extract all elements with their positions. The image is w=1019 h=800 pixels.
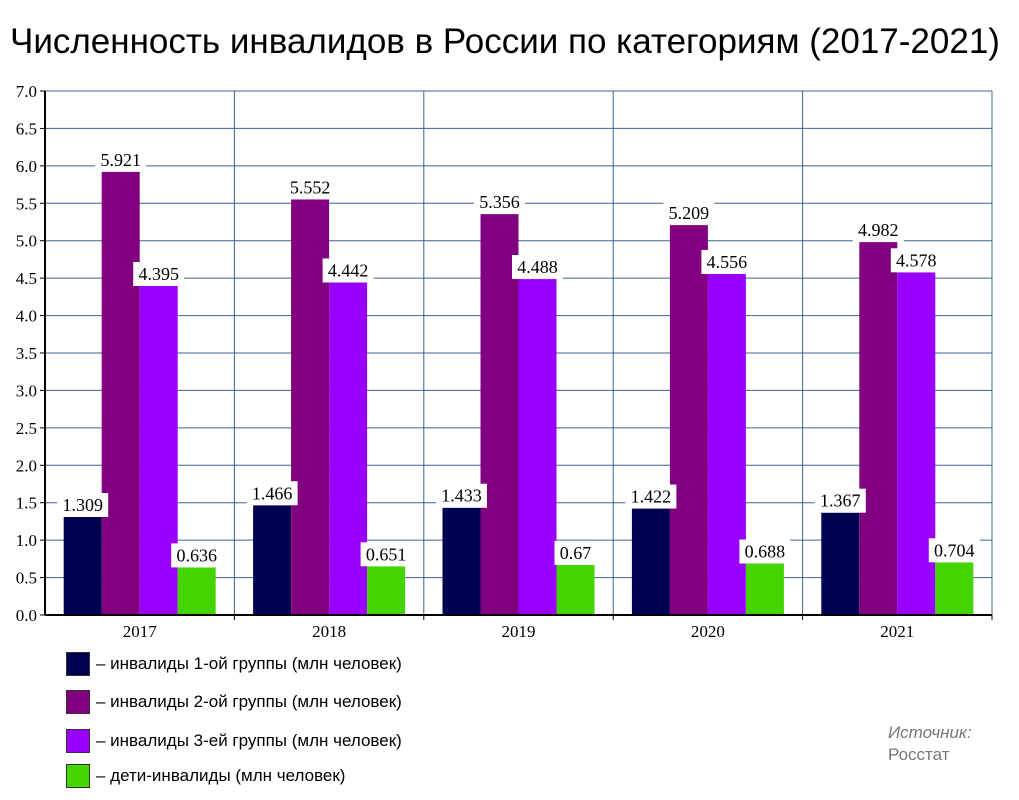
y-tick-label: 1.0 [16, 531, 37, 550]
data-label: 5.552 [290, 177, 331, 197]
data-label: 5.209 [669, 203, 710, 223]
y-tick-label: 1.5 [16, 494, 37, 513]
bar [177, 567, 216, 615]
y-tick-label: 3.5 [16, 344, 37, 363]
y-tick-label: 5.5 [16, 194, 37, 213]
bar [63, 517, 102, 615]
legend-label: – инвалиды 3-ей группы (млн человек) [96, 731, 402, 750]
chart-title: Численность инвалидов в России по катего… [10, 22, 1000, 61]
data-label-bg [852, 218, 904, 243]
data-label-bg [95, 147, 147, 172]
bar [101, 171, 140, 615]
legend-item: – инвалиды 2-ой группы (млн человек) [66, 690, 402, 714]
data-label: 0.688 [745, 541, 786, 561]
data-label: 0.651 [366, 544, 407, 564]
data-label: 5.921 [100, 150, 141, 170]
data-label: 4.442 [328, 260, 369, 280]
legend-item: – дети-инвалиды (млн человек) [66, 764, 345, 788]
data-label-bg [554, 540, 597, 565]
x-tick-label: 2017 [123, 622, 158, 641]
y-tick-label: 2.5 [16, 419, 37, 438]
x-tick-label: 2021 [880, 622, 914, 641]
data-label-bg [928, 538, 980, 563]
data-label: 4.395 [138, 264, 179, 284]
bar [556, 564, 595, 615]
y-tick-label: 3.0 [16, 381, 37, 400]
data-label: 4.488 [517, 257, 558, 277]
y-tick-label: 4.0 [16, 307, 37, 326]
x-tick-label: 2018 [312, 622, 346, 641]
bar [367, 566, 406, 615]
legend-item: – инвалиды 1-ой группы (млн человек) [66, 652, 402, 676]
bar [518, 279, 557, 615]
bar [669, 225, 708, 615]
y-tick-label: 2.0 [16, 456, 37, 475]
data-label-bg [246, 481, 298, 506]
data-label: 0.636 [176, 545, 217, 565]
y-tick-label: 6.5 [16, 119, 37, 138]
bar [859, 242, 898, 616]
data-label-bg [284, 175, 336, 200]
legend-swatch [66, 690, 90, 714]
x-tick-label: 2020 [691, 622, 725, 641]
y-tick-label: 0.5 [16, 569, 37, 588]
bar [480, 214, 519, 616]
bar [253, 505, 292, 615]
legend-label: – дети-инвалиды (млн человек) [96, 766, 346, 785]
data-label-bg [57, 493, 109, 518]
source-note: Источник: Росстат [888, 722, 972, 766]
bar [821, 512, 860, 615]
data-label: 5.356 [479, 192, 520, 212]
data-label: 0.67 [560, 543, 592, 563]
data-label-bg [625, 484, 677, 509]
legend-label: – инвалиды 1-ой группы (млн человек) [96, 654, 402, 673]
data-label-bg [739, 539, 791, 564]
bar [935, 562, 974, 615]
data-label: 1.422 [631, 487, 672, 507]
bar [707, 273, 746, 615]
data-label: 1.466 [252, 483, 293, 503]
legend-swatch [66, 652, 90, 676]
data-label-bg [360, 542, 412, 567]
y-tick-label: 0.0 [16, 606, 37, 625]
data-label: 4.578 [896, 250, 937, 270]
bar [897, 272, 936, 615]
data-label: 4.982 [858, 220, 899, 240]
data-label-bg [512, 255, 563, 280]
legend-item: – инвалиды 3-ей группы (млн человек) [66, 729, 402, 753]
data-label-bg [171, 543, 223, 568]
data-label-bg [890, 248, 942, 273]
legend-swatch [66, 729, 90, 753]
source-label: Источник: [888, 723, 972, 742]
data-label: 0.704 [934, 540, 975, 560]
data-label-bg [133, 262, 185, 287]
data-label: 1.367 [820, 491, 861, 511]
data-label: 1.433 [441, 486, 482, 506]
data-label: 4.556 [707, 252, 748, 272]
y-tick-label: 4.5 [16, 269, 37, 288]
legend-label: – инвалиды 2-ой группы (млн человек) [96, 692, 402, 711]
data-label-bg [474, 190, 525, 215]
bar [631, 508, 670, 615]
data-label-bg [436, 483, 487, 508]
data-label-bg [701, 249, 753, 274]
y-tick-label: 6.0 [16, 157, 37, 176]
y-tick-label: 7.0 [16, 82, 37, 101]
bar [442, 507, 481, 615]
data-label-bg [663, 201, 715, 226]
data-label-bg [814, 488, 866, 513]
source-value: Росстат [888, 745, 950, 764]
data-label: 1.309 [62, 495, 103, 515]
y-tick-label: 5.0 [16, 232, 37, 251]
data-label-bg [322, 258, 374, 283]
legend-swatch [66, 764, 90, 788]
bar [745, 563, 784, 615]
x-tick-label: 2019 [502, 622, 536, 641]
